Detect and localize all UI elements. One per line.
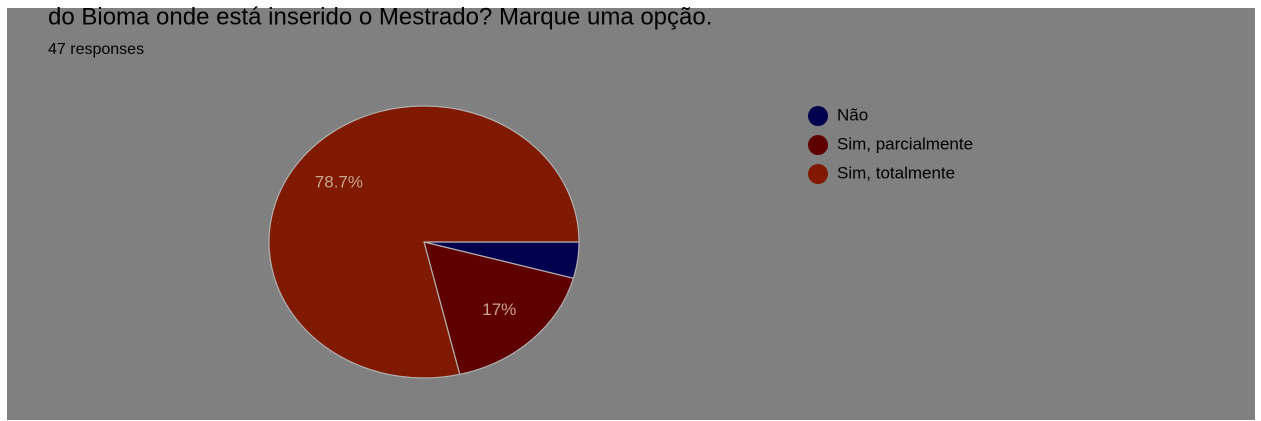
response-count: 47 responses [48, 41, 144, 58]
pie-slice [423, 241, 575, 376]
slice-label: 17% [482, 300, 516, 319]
pie-slice [268, 105, 580, 379]
question-title: do Bioma onde está inserido o Mestrado? … [48, 3, 712, 30]
legend-swatch [808, 106, 828, 126]
slice-label: 78.7% [315, 172, 363, 191]
legend-label: Sim, totalmente [837, 163, 955, 182]
legend-swatch [808, 135, 828, 155]
legend-label: Não [837, 105, 868, 124]
legend-label: Sim, parcialmente [837, 134, 973, 153]
panel [7, 8, 1255, 420]
legend-swatch [808, 164, 828, 184]
